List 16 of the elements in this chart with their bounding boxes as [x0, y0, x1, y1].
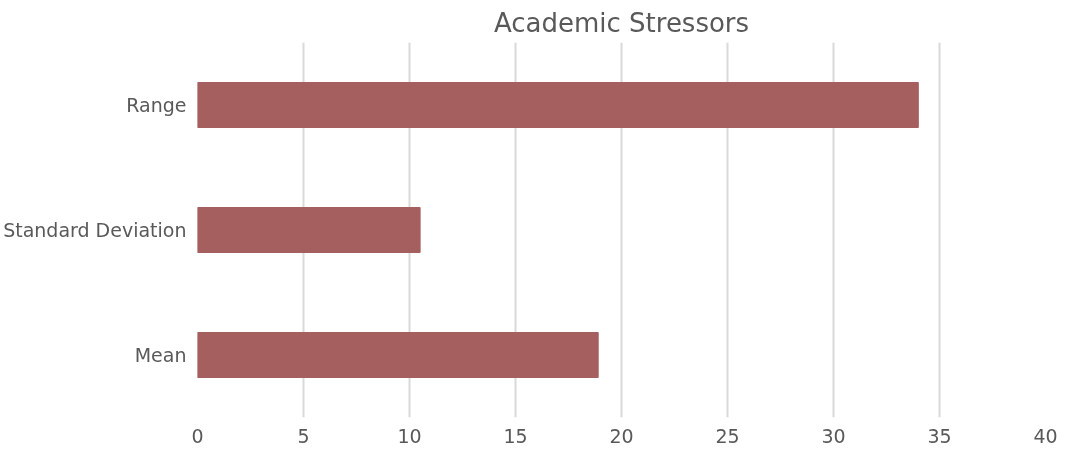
chart-title: Academic Stressors: [493, 7, 750, 38]
y-tick-label: Mean: [134, 344, 187, 366]
bar: [197, 82, 919, 128]
x-tick-label: 25: [715, 424, 740, 447]
x-tick-label: 30: [821, 424, 846, 447]
x-tick-label: 15: [503, 424, 528, 447]
bar: [197, 207, 421, 253]
y-tick-label: Range: [126, 94, 187, 116]
x-tick-label: 40: [1033, 424, 1058, 447]
x-tick-label: 20: [609, 424, 634, 447]
x-tick-label: 0: [191, 424, 204, 447]
x-tick-label: 35: [927, 424, 952, 447]
bar: [197, 332, 599, 378]
y-tick-label: Standard Deviation: [3, 219, 187, 241]
x-tick-label: 5: [297, 424, 310, 447]
x-tick-label: 10: [397, 424, 422, 447]
